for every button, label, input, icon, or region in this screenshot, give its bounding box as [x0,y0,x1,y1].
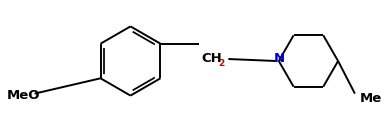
Text: MeO: MeO [7,89,40,102]
Text: CH: CH [202,52,223,65]
Text: N: N [274,52,285,64]
Text: Me: Me [360,92,382,105]
Text: 2: 2 [218,59,224,68]
